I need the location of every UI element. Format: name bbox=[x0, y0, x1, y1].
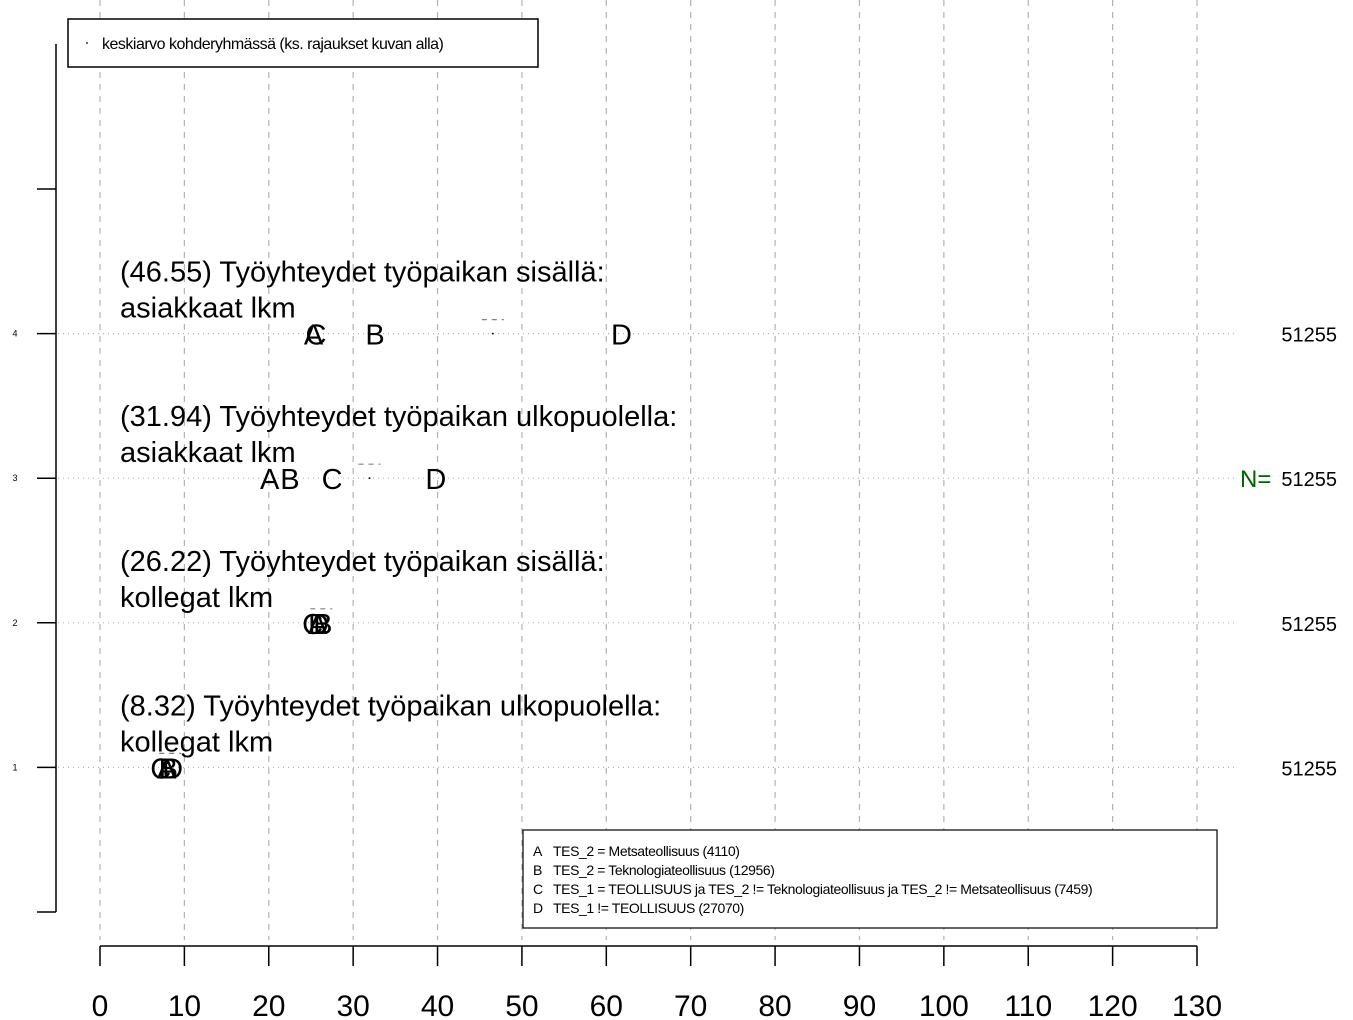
n-value: 51255 bbox=[1281, 614, 1337, 636]
n-value: 51255 bbox=[1281, 758, 1337, 780]
item-group: (26.22) Työyhteydet työpaikan sisällä: ko… bbox=[120, 546, 1337, 641]
point-b: B bbox=[159, 753, 178, 785]
point-b: B bbox=[365, 320, 384, 352]
x-tick-label: 80 bbox=[758, 990, 791, 1020]
y-tick-label: 2 bbox=[12, 618, 17, 628]
mean-marker bbox=[491, 332, 494, 335]
legend-bottom-entries: A TES_2 = Metsateollisuus (4110) B TES_2 = … bbox=[533, 843, 1093, 916]
point-d: D bbox=[611, 320, 632, 352]
item-subtitle: asiakkaat lkm bbox=[120, 293, 296, 325]
x-tick-label: 110 bbox=[1004, 990, 1052, 1020]
item-group: (31.94) Työyhteydet työpaikan ulkopuolel… bbox=[120, 401, 1337, 496]
legend-entry-d: TES_1 != TEOLLISUUS (27070) bbox=[553, 900, 744, 916]
x-tick-label: 70 bbox=[674, 990, 707, 1020]
x-axis: 0 10 20 30 40 50 60 70 80 90 100 110 120 130 bbox=[92, 945, 1222, 1020]
x-tick-label: 120 bbox=[1088, 990, 1138, 1020]
legend-top-entry: keskiarvo kohderyhmässä (ks. rajaukset k… bbox=[102, 36, 444, 53]
point-b: B bbox=[313, 609, 332, 641]
point-c: C bbox=[150, 753, 171, 785]
legend-key-a: A bbox=[533, 843, 543, 859]
item-subtitle: asiakkaat lkm bbox=[120, 437, 296, 469]
legend-top-marker bbox=[86, 42, 88, 44]
item-title: (26.22) Työyhteydet työpaikan sisällä: bbox=[120, 546, 605, 578]
item-group: (46.55) Työyhteydet työpaikan sisällä: as… bbox=[120, 257, 1337, 352]
n-value: 51255 bbox=[1281, 325, 1337, 347]
point-d: D bbox=[162, 753, 183, 785]
x-tick-label: 90 bbox=[843, 990, 876, 1020]
point-c: C bbox=[302, 609, 323, 641]
item-subtitle: kollegat lkm bbox=[120, 726, 273, 758]
n-value: 51255 bbox=[1281, 469, 1337, 491]
x-tick-label: 40 bbox=[421, 990, 454, 1020]
legend-key-b: B bbox=[533, 862, 542, 878]
point-b: B bbox=[280, 464, 299, 496]
legend-top-box bbox=[67, 18, 539, 68]
item-subtitle: kollegat lkm bbox=[120, 582, 273, 614]
point-a: A bbox=[260, 464, 280, 496]
point-c: C bbox=[322, 464, 343, 496]
x-tick-label: 30 bbox=[336, 990, 369, 1020]
x-tick-label: 50 bbox=[505, 990, 538, 1020]
y-axis: 1 2 3 4 bbox=[12, 44, 57, 913]
point-d: D bbox=[425, 464, 446, 496]
item-group: (8.32) Työyhteydet työpaikan ulkopuolell… bbox=[120, 690, 1337, 785]
x-tick-label: 10 bbox=[168, 990, 201, 1020]
mean-marker bbox=[320, 621, 323, 624]
n-label: N= bbox=[1240, 466, 1271, 493]
y-tick-label: 1 bbox=[12, 762, 17, 772]
x-tick-label: 100 bbox=[919, 990, 969, 1020]
item-title: (8.32) Työyhteydet työpaikan ulkopuolell… bbox=[120, 690, 661, 722]
y-tick-label: 3 bbox=[12, 473, 17, 483]
mean-marker bbox=[368, 477, 371, 480]
plot-items: (46.55) Työyhteydet työpaikan sisällä: as… bbox=[120, 257, 1337, 786]
point-a: A bbox=[304, 320, 324, 352]
legend-entry-a: TES_2 = Metsateollisuus (4110) bbox=[553, 843, 740, 859]
point-a: A bbox=[308, 609, 328, 641]
item-title: (31.94) Työyhteydet työpaikan ulkopuolel… bbox=[120, 401, 677, 433]
point-d: D bbox=[308, 609, 329, 641]
x-tick-label: 60 bbox=[590, 990, 623, 1020]
x-tick-label: 0 bbox=[92, 990, 109, 1020]
grid bbox=[58, 0, 1238, 940]
legend-bottom-box bbox=[522, 829, 1218, 929]
x-tick-label: 130 bbox=[1172, 990, 1222, 1020]
legend-key-d: D bbox=[533, 900, 543, 916]
mean-marker bbox=[169, 766, 172, 769]
legend-entry-b: TES_2 = Teknologiateollisuus (12956) bbox=[553, 862, 775, 878]
x-tick-label: 20 bbox=[252, 990, 285, 1020]
legend-key-c: C bbox=[533, 881, 543, 897]
legend-entry-c: TES_1 = TEOLLISUUS ja TES_2 != Teknologi… bbox=[553, 881, 1092, 897]
point-c: C bbox=[306, 320, 327, 352]
legend-bottom: A TES_2 = Metsateollisuus (4110) B TES_2 = … bbox=[522, 829, 1218, 929]
legend-top: keskiarvo kohderyhmässä (ks. rajaukset k… bbox=[67, 18, 539, 68]
y-tick-label: 4 bbox=[12, 329, 17, 339]
item-title: (46.55) Työyhteydet työpaikan sisällä: bbox=[120, 257, 605, 289]
point-a: A bbox=[157, 753, 177, 785]
